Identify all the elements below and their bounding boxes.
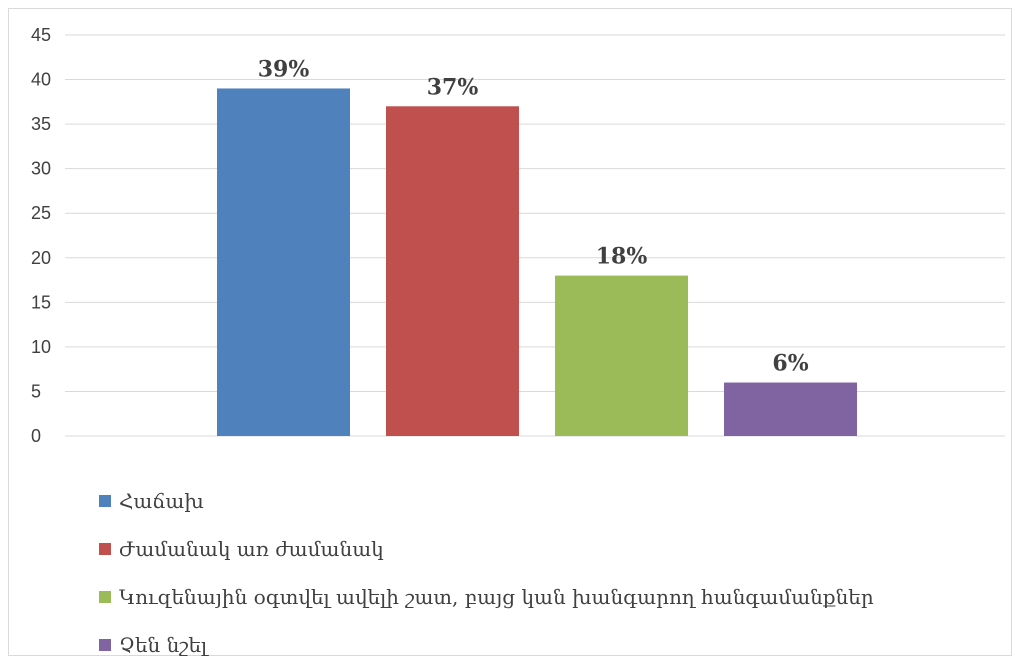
data-label: 6%	[772, 351, 808, 377]
legend-swatch-icon	[99, 495, 111, 507]
legend-item-would-use-more: Կուզենային օգտվել ավելի շատ, բայց կան խա…	[99, 573, 874, 621]
legend-swatch-icon	[99, 543, 111, 555]
gridlines	[65, 34, 1005, 437]
legend-label: Կուզենային օգտվել ավելի շատ, բայց կան խա…	[119, 585, 874, 609]
bar-chart: 0 5 10 15 20 25 30 35 40 45 39% 37% 18% 6%	[31, 25, 1005, 446]
legend-label: Չեն նշել	[119, 633, 208, 657]
legend-label: Հաճախ	[119, 489, 204, 513]
y-tick-label: 25	[31, 203, 51, 223]
bar	[386, 106, 519, 437]
legend-item-often: Հաճախ	[99, 477, 874, 525]
y-tick-label: 0	[31, 426, 41, 446]
y-tick-label: 45	[31, 25, 51, 45]
chart-frame: 0 5 10 15 20 25 30 35 40 45 39% 37% 18% 6% Հաճախ Ժամ…	[8, 8, 1012, 657]
bar	[555, 275, 688, 436]
data-label: 18%	[596, 244, 648, 270]
y-tick-label: 5	[31, 381, 41, 401]
data-label: 37%	[427, 74, 479, 100]
data-label: 39%	[258, 56, 310, 82]
y-tick-label: 15	[31, 292, 51, 312]
legend: Հաճախ Ժամանակ առ ժամանակ Կուզենային օգտվ…	[99, 477, 874, 669]
legend-item-sometimes: Ժամանակ առ ժամանակ	[99, 525, 874, 573]
legend-swatch-icon	[99, 591, 111, 603]
y-tick-label: 20	[31, 248, 51, 268]
legend-swatch-icon	[99, 639, 111, 651]
y-axis-ticks: 0 5 10 15 20 25 30 35 40 45	[31, 25, 51, 446]
data-labels: 39% 37% 18% 6%	[258, 56, 809, 376]
y-tick-label: 35	[31, 114, 51, 134]
y-tick-label: 30	[31, 159, 51, 179]
bar	[724, 382, 857, 436]
bar	[217, 88, 350, 436]
bars	[217, 88, 857, 437]
legend-label: Ժամանակ առ ժամանակ	[119, 537, 384, 561]
y-tick-label: 40	[31, 70, 51, 90]
legend-item-not-indicated: Չեն նշել	[99, 621, 874, 669]
y-tick-label: 10	[31, 337, 51, 357]
